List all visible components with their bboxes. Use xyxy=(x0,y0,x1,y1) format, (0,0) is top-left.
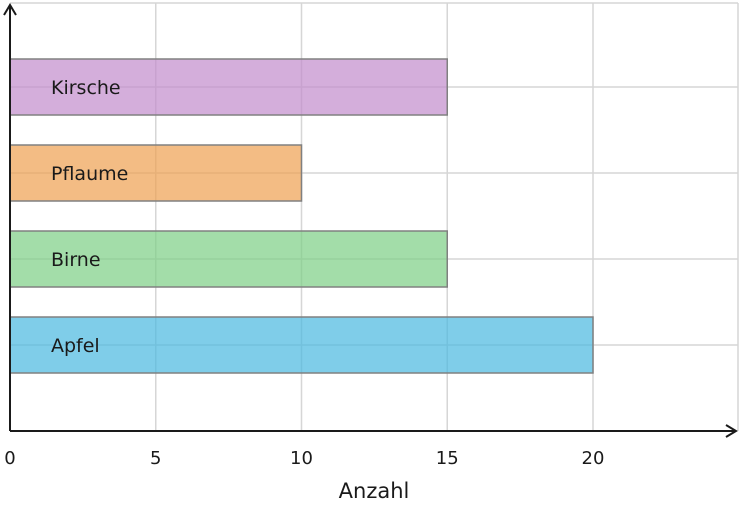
bar-apfel xyxy=(9,316,594,374)
x-tick-label: 15 xyxy=(436,448,459,469)
bar-label-kirsche: Kirsche xyxy=(51,77,121,99)
x-tick-label: 0 xyxy=(4,448,15,469)
x-axis-arrow-icon xyxy=(725,424,738,438)
bar-labels: Apfel Birne Pflaume Kirsche xyxy=(51,77,128,357)
x-tick-label: 20 xyxy=(582,448,605,469)
bars xyxy=(9,58,594,374)
axes xyxy=(3,3,738,438)
x-tick-label: 10 xyxy=(290,448,313,469)
x-tick-label: 5 xyxy=(150,448,161,469)
bar-label-apfel: Apfel xyxy=(51,335,100,357)
bar-label-birne: Birne xyxy=(51,249,101,271)
bar-label-pflaume: Pflaume xyxy=(51,163,128,185)
x-tick-labels: 0 5 10 15 20 xyxy=(4,448,604,469)
y-axis-arrow-icon xyxy=(3,3,17,16)
x-axis-title: Anzahl xyxy=(339,479,410,503)
